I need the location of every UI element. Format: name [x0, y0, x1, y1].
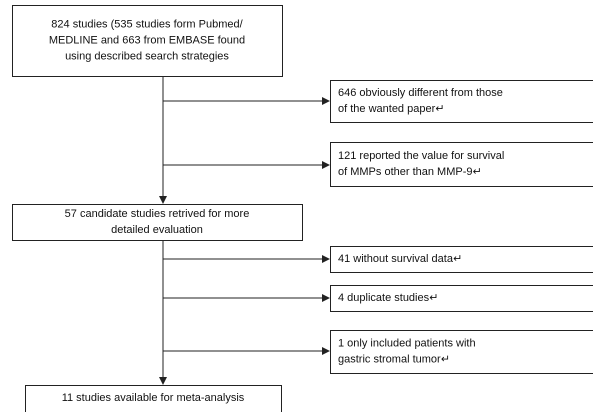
box-text: 11 studies available for meta-analysis — [62, 392, 245, 404]
box — [330, 142, 593, 187]
box — [12, 5, 283, 77]
box-text: gastric stromal tumor↵ — [338, 353, 450, 365]
box-text: detailed evaluation — [111, 224, 203, 236]
box — [330, 330, 593, 374]
box — [330, 246, 593, 273]
box-text: 57 candidate studies retrived for more — [65, 208, 250, 220]
box-text: 41 without survival data↵ — [338, 253, 462, 265]
box-text: 646 obviously different from those — [338, 87, 503, 99]
box — [330, 285, 593, 312]
box-text: 4 duplicate studies↵ — [338, 292, 438, 304]
box — [12, 204, 303, 241]
box-text: of MMPs other than MMP-9↵ — [338, 166, 482, 178]
box-text: of the wanted paper↵ — [338, 103, 444, 115]
box-text: 824 studies (535 studies form Pubmed/ — [51, 18, 243, 30]
box — [330, 80, 593, 123]
box-text: 121 reported the value for survival — [338, 150, 504, 162]
box-text: MEDLINE and 663 from EMBASE found — [49, 34, 245, 46]
box — [25, 385, 282, 412]
box-text: using described search strategies — [65, 50, 229, 62]
box-text: 1 only included patients with — [338, 337, 476, 349]
